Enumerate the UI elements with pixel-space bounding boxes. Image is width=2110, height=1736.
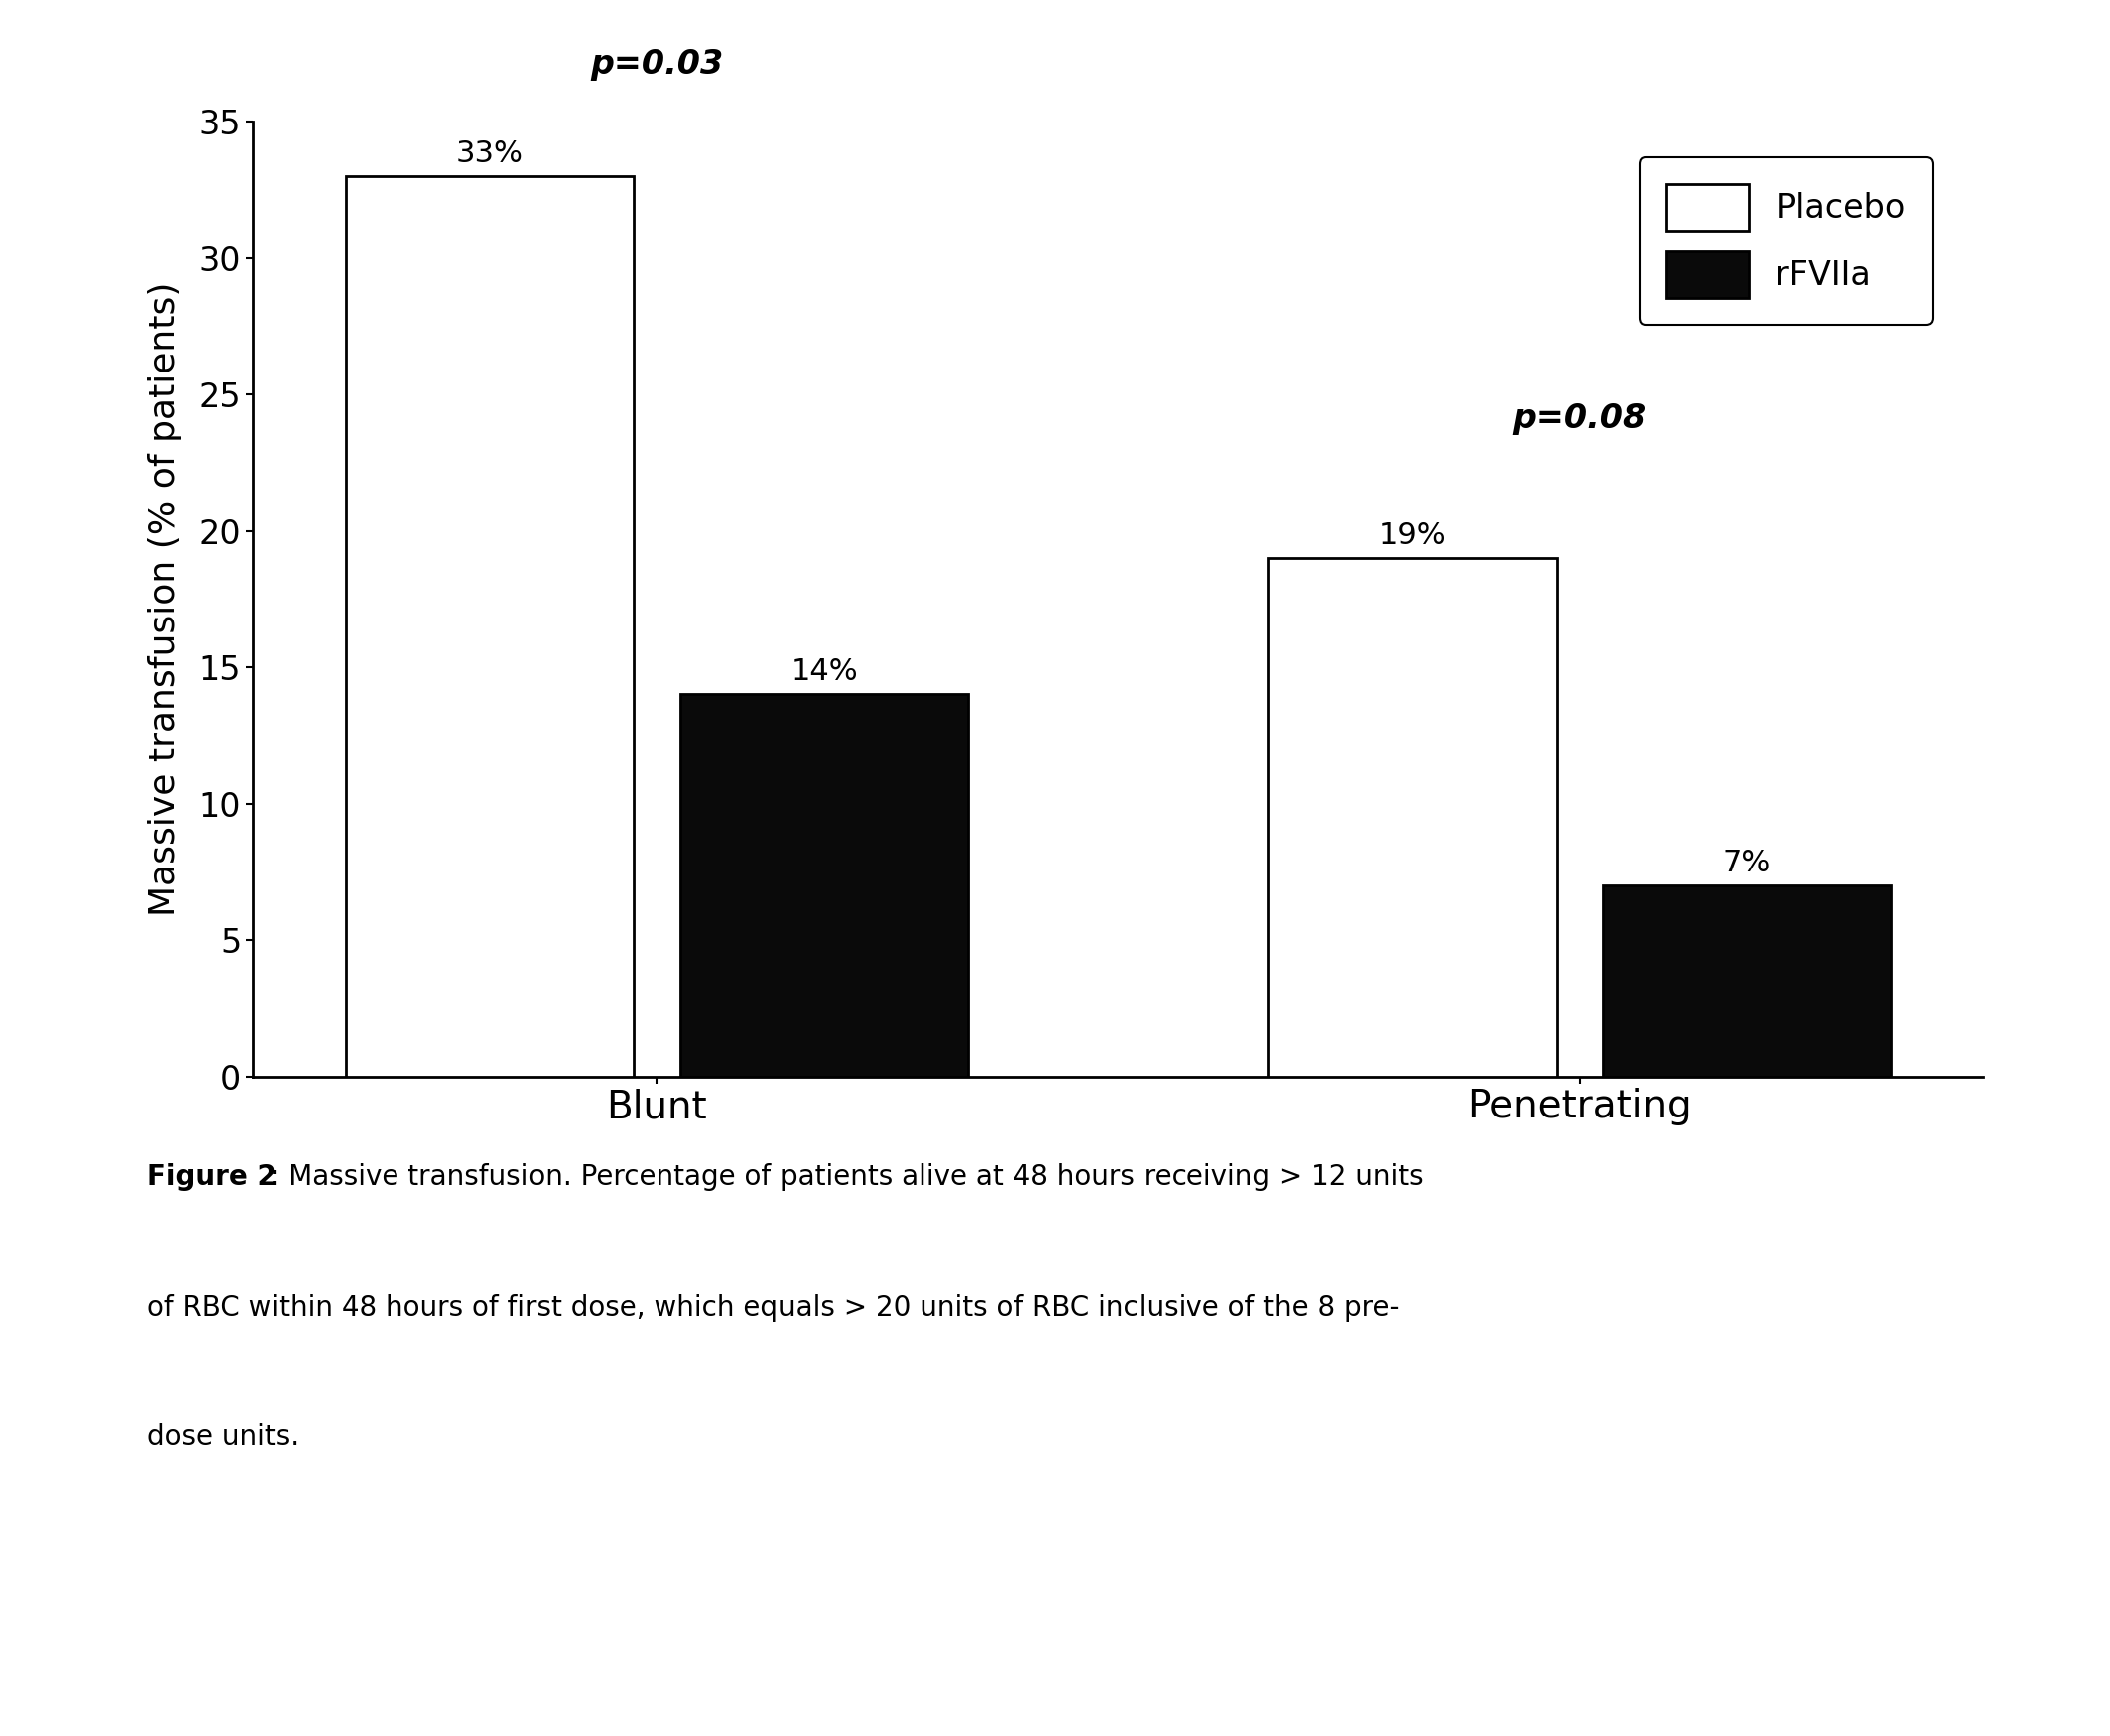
Bar (346, 175, 633, 1076)
Text: dose units.: dose units. (148, 1424, 300, 1451)
Legend: Placebo, rFVIIa: Placebo, rFVIIa (1639, 158, 1933, 325)
Text: 14%: 14% (791, 658, 859, 686)
Text: of RBC within 48 hours of first dose, which equals > 20 units of RBC inclusive o: of RBC within 48 hours of first dose, wh… (148, 1293, 1399, 1321)
Bar (1268, 557, 1557, 1076)
Text: 7%: 7% (1724, 849, 1770, 877)
Text: 33%: 33% (456, 139, 523, 168)
Bar (1604, 885, 1891, 1076)
Text: p=0.08: p=0.08 (1513, 403, 1646, 436)
Text: Figure 2: Figure 2 (148, 1163, 276, 1191)
Text: 19%: 19% (1378, 521, 1445, 550)
Bar (679, 694, 968, 1076)
Text: : Massive transfusion. Percentage of patients alive at 48 hours receiving > 12 u: : Massive transfusion. Percentage of pat… (270, 1163, 1424, 1191)
Text: p=0.03: p=0.03 (591, 47, 724, 80)
Y-axis label: Massive transfusion (% of patients): Massive transfusion (% of patients) (148, 281, 181, 917)
